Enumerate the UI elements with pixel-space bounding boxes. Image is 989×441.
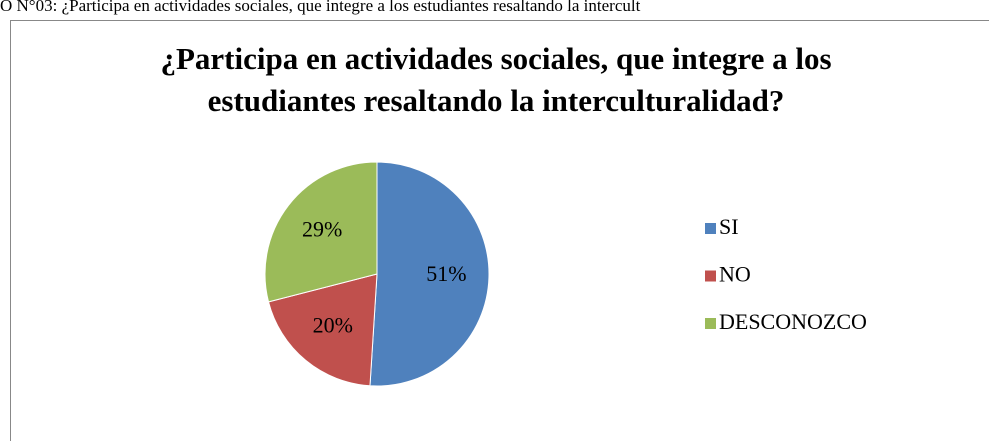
caption: O N°03: ¿Participa en actividades social… <box>0 0 641 15</box>
chart-frame <box>10 20 989 441</box>
legend-swatch <box>705 270 716 282</box>
chart: 51% 20% 29% SI NO DESCONOZCO <box>264 161 867 387</box>
data-label: 29% <box>302 216 342 241</box>
data-label: 51% <box>426 261 466 286</box>
pie-slice <box>369 161 490 387</box>
legend-label: NO <box>719 262 751 287</box>
pie-slice <box>267 273 378 387</box>
pie-slice <box>264 161 378 303</box>
legend-swatch <box>705 223 716 234</box>
legend-label: DESCONOZCO <box>719 309 867 334</box>
legend-swatch <box>705 318 716 329</box>
legend-label: SI <box>719 214 739 239</box>
data-label: 20% <box>313 313 353 338</box>
chart-title: ¿Participa en actividades sociales, que … <box>160 41 832 118</box>
